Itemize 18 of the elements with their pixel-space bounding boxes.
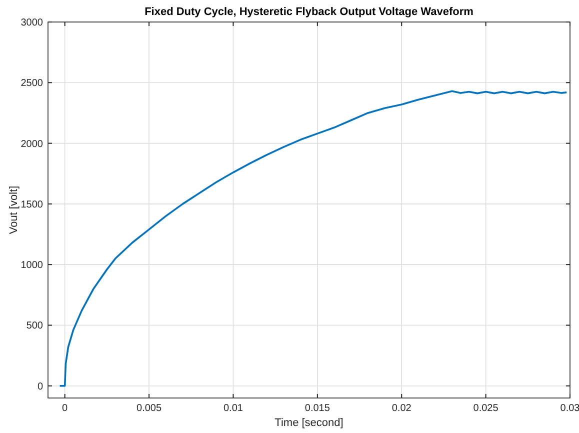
y-tick-label: 1000: [20, 260, 44, 272]
y-tick-label: 1500: [20, 199, 44, 210]
x-tick-label: 0.03: [560, 403, 579, 414]
y-tick-label: 2500: [20, 78, 44, 90]
x-tick-label: 0: [62, 403, 68, 414]
x-tick-label: 0.005: [136, 403, 162, 414]
x-tick-label: 0.015: [304, 403, 330, 414]
x-tick-label: 0.02: [392, 403, 412, 414]
y-tick-label: 2000: [20, 138, 44, 150]
line-series: [58, 90, 568, 387]
y-tick-label: 3000: [20, 18, 44, 28]
y-tick-label: 0: [37, 381, 44, 392]
x-tick-label: 0.025: [473, 403, 499, 414]
y-axis-title: Vout [volt]: [8, 186, 20, 234]
x-axis-title: Time [second]: [274, 417, 344, 429]
chart-title: Fixed Duty Cycle, Hysteretic Flyback Output Voltage Waveform: [144, 6, 474, 18]
x-tick-label: 0.01: [223, 403, 244, 414]
y-tick-label: 500: [26, 320, 44, 332]
